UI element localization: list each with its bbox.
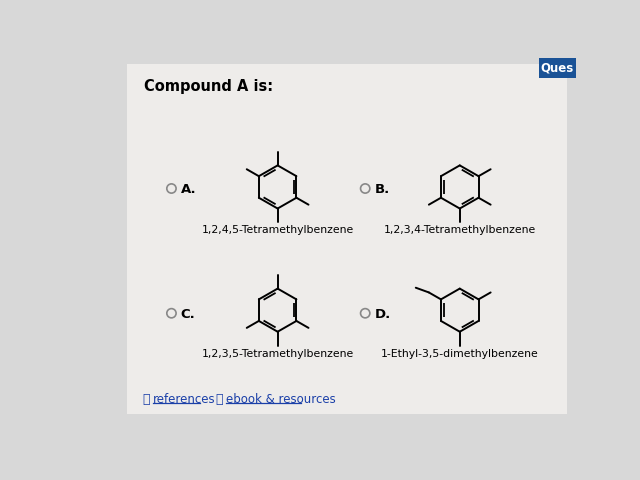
Text: 1,2,3,4-Tetramethylbenzene: 1,2,3,4-Tetramethylbenzene: [383, 226, 536, 236]
Bar: [539, 58, 576, 78]
Text: 1,2,4,5-Tetramethylbenzene: 1,2,4,5-Tetramethylbenzene: [202, 226, 354, 236]
Text: A.: A.: [180, 183, 196, 196]
FancyBboxPatch shape: [127, 64, 566, 414]
Text: ⓧ: ⓧ: [142, 393, 150, 406]
Text: D.: D.: [374, 308, 391, 321]
Text: 1,2,3,5-Tetramethylbenzene: 1,2,3,5-Tetramethylbenzene: [202, 348, 354, 359]
Text: Ques: Ques: [541, 62, 574, 75]
Text: 1-Ethyl-3,5-dimethylbenzene: 1-Ethyl-3,5-dimethylbenzene: [381, 348, 539, 359]
Text: C.: C.: [180, 308, 195, 321]
Text: Compound A is:: Compound A is:: [143, 79, 273, 95]
Text: ebook & resources: ebook & resources: [227, 393, 336, 406]
Text: ⓧ: ⓧ: [216, 393, 223, 406]
Text: references: references: [153, 393, 216, 406]
Text: B.: B.: [374, 183, 390, 196]
